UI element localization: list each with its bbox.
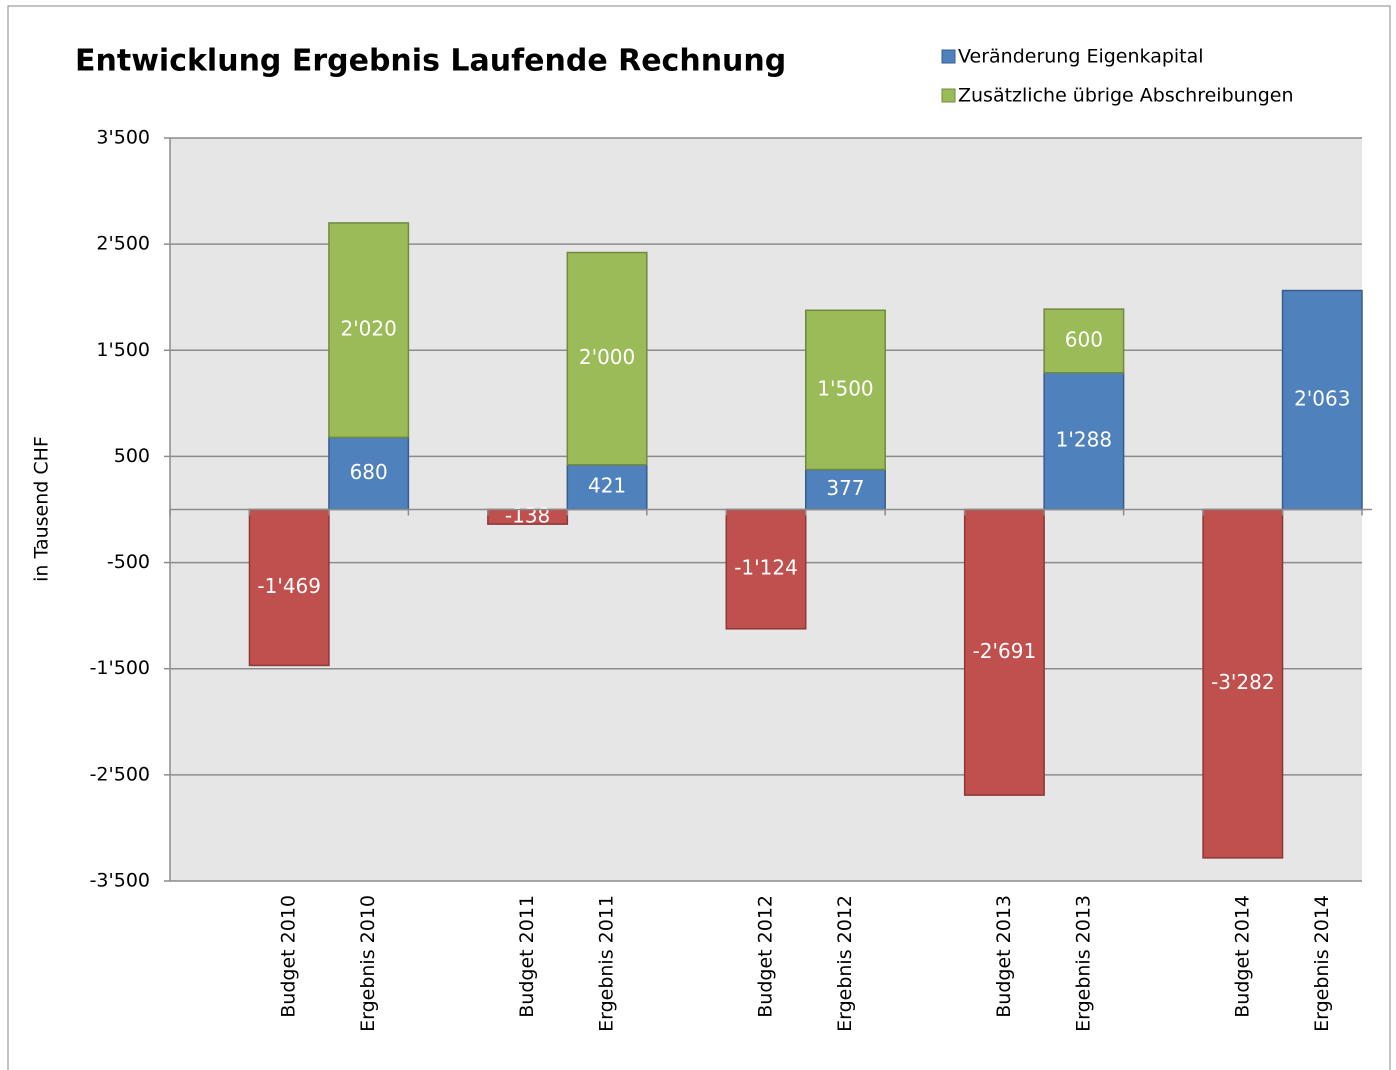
data-label: 2'000 bbox=[579, 345, 635, 369]
bar bbox=[566, 464, 648, 511]
y-tick-label: 3'500 bbox=[96, 127, 150, 149]
data-label: 1'288 bbox=[1056, 428, 1112, 452]
y-axis-label: in Tausend CHF bbox=[31, 436, 53, 582]
x-tick-label: Budget 2010 bbox=[278, 895, 300, 1018]
data-label: -2'691 bbox=[973, 639, 1037, 663]
y-tick-label: 2'500 bbox=[96, 233, 150, 255]
data-label: -138 bbox=[505, 503, 550, 527]
data-label: -1'124 bbox=[734, 556, 798, 580]
y-tick-label: -500 bbox=[107, 551, 150, 573]
bar bbox=[248, 508, 330, 667]
x-tick-label: Budget 2014 bbox=[1231, 895, 1253, 1018]
bar bbox=[1202, 508, 1284, 859]
x-tick-label: Ergebnis 2013 bbox=[1072, 895, 1094, 1032]
x-tick-label: Ergebnis 2014 bbox=[1311, 895, 1333, 1032]
legend-swatch bbox=[941, 49, 956, 64]
data-label: 2'020 bbox=[340, 317, 396, 341]
legend-label: Zusätzliche übrige Abschreibungen bbox=[958, 85, 1294, 107]
bar bbox=[566, 251, 648, 466]
legend-swatch bbox=[941, 88, 956, 103]
x-tick-label: Budget 2011 bbox=[516, 895, 538, 1018]
x-tick-label: Ergebnis 2010 bbox=[357, 895, 379, 1032]
bar bbox=[328, 222, 410, 439]
chart-title: Entwicklung Ergebnis Laufende Rechnung bbox=[75, 44, 786, 79]
y-tick-label: -2'500 bbox=[90, 763, 150, 785]
bar bbox=[1281, 289, 1363, 511]
data-label: 421 bbox=[588, 474, 626, 498]
bar bbox=[1043, 308, 1125, 374]
data-label: 680 bbox=[350, 460, 388, 484]
x-tick-label: Budget 2012 bbox=[755, 895, 777, 1018]
bar bbox=[804, 468, 886, 511]
x-tick-label: Ergebnis 2011 bbox=[596, 895, 618, 1032]
data-label: 1'500 bbox=[817, 376, 873, 400]
y-tick-label: -1'500 bbox=[90, 657, 150, 679]
y-tick-label: -3'500 bbox=[90, 870, 150, 892]
bar bbox=[963, 508, 1045, 796]
bar bbox=[804, 309, 886, 471]
y-tick-label: 1'500 bbox=[96, 339, 150, 361]
x-tick-label: Budget 2013 bbox=[993, 895, 1015, 1018]
y-tick-label: 500 bbox=[114, 445, 150, 467]
data-label: -3'282 bbox=[1211, 670, 1275, 694]
bar bbox=[328, 436, 410, 511]
legend-label: Veränderung Eigenkapital bbox=[958, 46, 1204, 68]
data-label: 377 bbox=[826, 476, 864, 500]
data-label: 2'063 bbox=[1294, 387, 1350, 411]
x-tick-label: Ergebnis 2012 bbox=[834, 895, 856, 1032]
data-label: -1'469 bbox=[257, 574, 321, 598]
bar bbox=[725, 508, 807, 630]
data-label: 600 bbox=[1065, 327, 1103, 351]
